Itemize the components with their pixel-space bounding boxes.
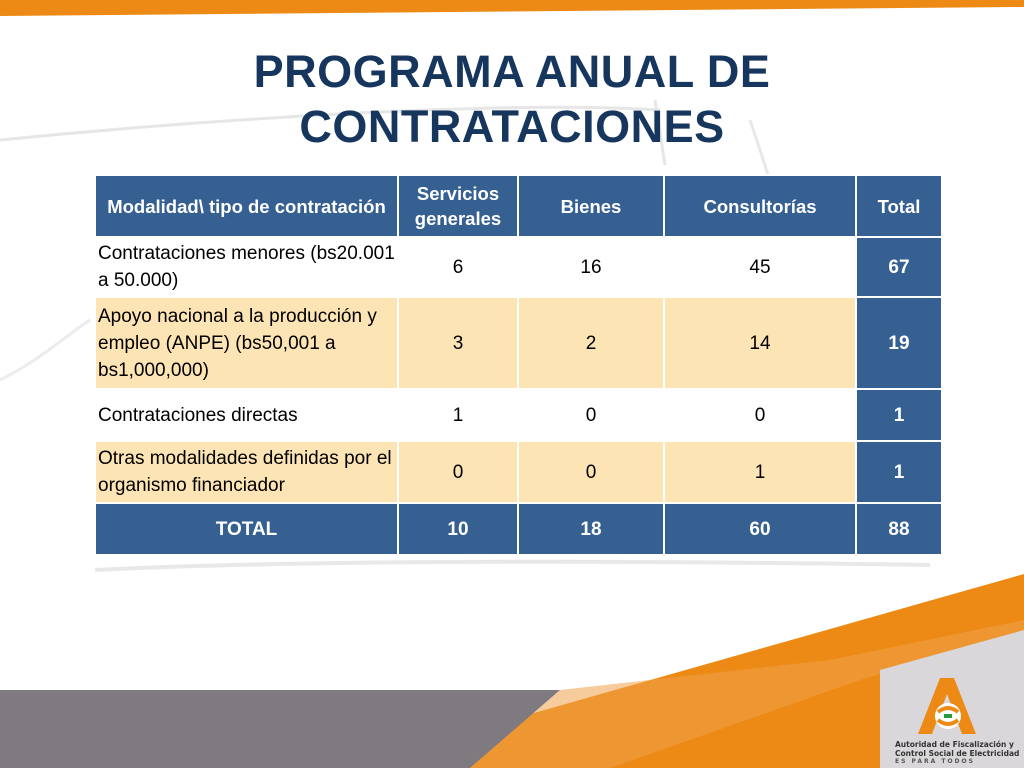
header-servicios: Servicios generales [397,174,519,238]
cell-total: 1 [855,440,943,504]
header-total: Total [855,174,943,238]
cell-servicios: 0 [397,440,519,504]
cell-bienes: 2 [517,296,665,390]
cell-servicios: 3 [397,296,519,390]
cell-total-label: TOTAL [94,502,399,556]
logo-tagline: ES PARA TODOS [895,758,975,765]
logo-text-line-2: Control Social de Electricidad [895,749,1020,758]
cell-total: 19 [855,296,943,390]
cell-modalidad: Apoyo nacional a la producción y empleo … [94,296,399,390]
cell-servicios: 6 [397,236,519,298]
top-accent-band [0,0,1024,16]
cell-servicios: 1 [397,388,519,442]
cell-modalidad: Contrataciones menores (bs20.001 a 50.00… [94,236,399,298]
table-row: Otras modalidades definidas por el organ… [94,440,943,504]
cell-bienes: 18 [517,502,665,556]
cell-total: 88 [855,502,943,556]
cell-servicios: 10 [397,502,519,556]
header-consultorias: Consultorías [663,174,857,238]
cell-consultorias: 0 [663,388,857,442]
cell-consultorias: 60 [663,502,857,556]
title-line-2: CONTRATACIONES [299,101,725,153]
cell-modalidad: Contrataciones directas [94,388,399,442]
table-row: Contrataciones directas 1 0 0 1 [94,388,943,442]
contracting-table: Modalidad\ tipo de contratación Servicio… [94,174,943,556]
logo-text-line-1: Autoridad de Fiscalización y [895,740,1014,749]
cell-bienes: 0 [517,388,665,442]
header-bienes: Bienes [517,174,665,238]
title-line-1: PROGRAMA ANUAL DE [253,46,771,98]
cell-consultorias: 14 [663,296,857,390]
cell-bienes: 16 [517,236,665,298]
header-modalidad: Modalidad\ tipo de contratación [94,174,399,238]
table-total-row: TOTAL 10 18 60 88 [94,502,943,556]
table-row: Contrataciones menores (bs20.001 a 50.00… [94,236,943,298]
cell-bienes: 0 [517,440,665,504]
table-header-row: Modalidad\ tipo de contratación Servicio… [94,174,943,238]
cell-consultorias: 1 [663,440,857,504]
table-row: Apoyo nacional a la producción y empleo … [94,296,943,390]
ae-logo-icon [918,678,976,734]
cell-total: 67 [855,236,943,298]
bottom-decoration [0,574,1024,768]
cell-consultorias: 45 [663,236,857,298]
page-title: PROGRAMA ANUAL DE CONTRATACIONES [0,44,1024,154]
cell-modalidad: Otras modalidades definidas por el organ… [94,440,399,504]
cell-total: 1 [855,388,943,442]
